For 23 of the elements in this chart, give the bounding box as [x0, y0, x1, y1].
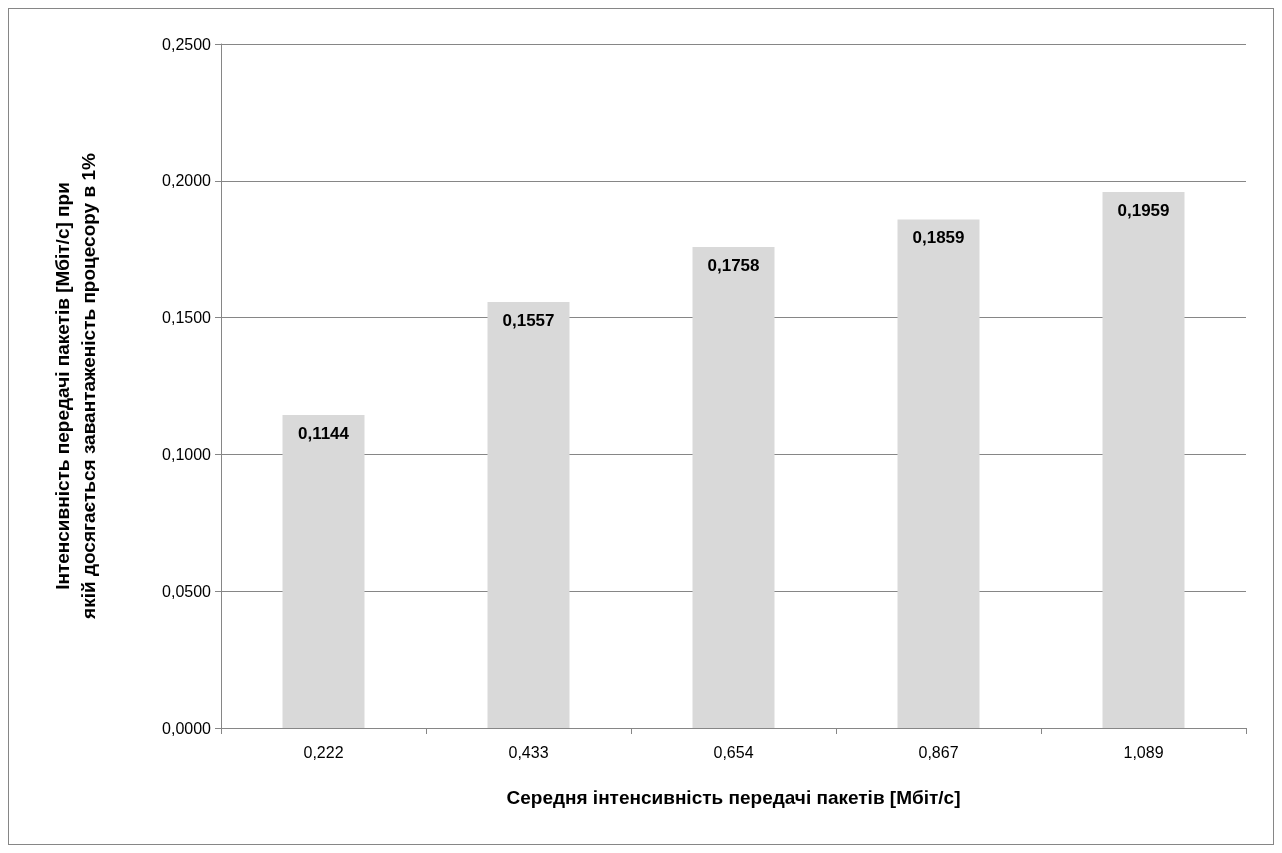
y-tick-label: 0,2000 [162, 172, 212, 190]
x-tick-label: 0,222 [303, 743, 344, 761]
y-tick-label: 0,0500 [162, 582, 212, 600]
data-label: 0,1144 [297, 424, 350, 443]
bar [487, 302, 570, 728]
x-tick-label: 0,867 [918, 743, 959, 761]
y-tick-label: 0,0000 [162, 719, 212, 737]
bar [692, 247, 775, 728]
y-tick-label: 0,1500 [162, 309, 212, 327]
data-label: 0,1859 [912, 228, 965, 248]
bar [1102, 192, 1185, 728]
y-tick-label: 0,2500 [162, 35, 212, 53]
x-tick-label: 1,089 [1123, 743, 1164, 761]
data-label: 0,1557 [502, 311, 555, 330]
data-label: 0,1959 [1117, 201, 1170, 221]
data-label: 0,1758 [707, 256, 760, 276]
x-tick-label: 0,433 [508, 743, 549, 761]
y-tick-label: 0,1000 [162, 445, 212, 463]
bar [897, 219, 980, 728]
x-tick-label: 0,654 [713, 743, 754, 761]
y-axis-title: Інтенсивність передачі пакетів [Мбіт/с] при якій досягається завантаженість процесору в 1% [51, 153, 99, 620]
bar [282, 415, 365, 728]
x-axis-title: Середня інтенсивність передачі пакетів [Мбіт/с] [506, 787, 961, 808]
